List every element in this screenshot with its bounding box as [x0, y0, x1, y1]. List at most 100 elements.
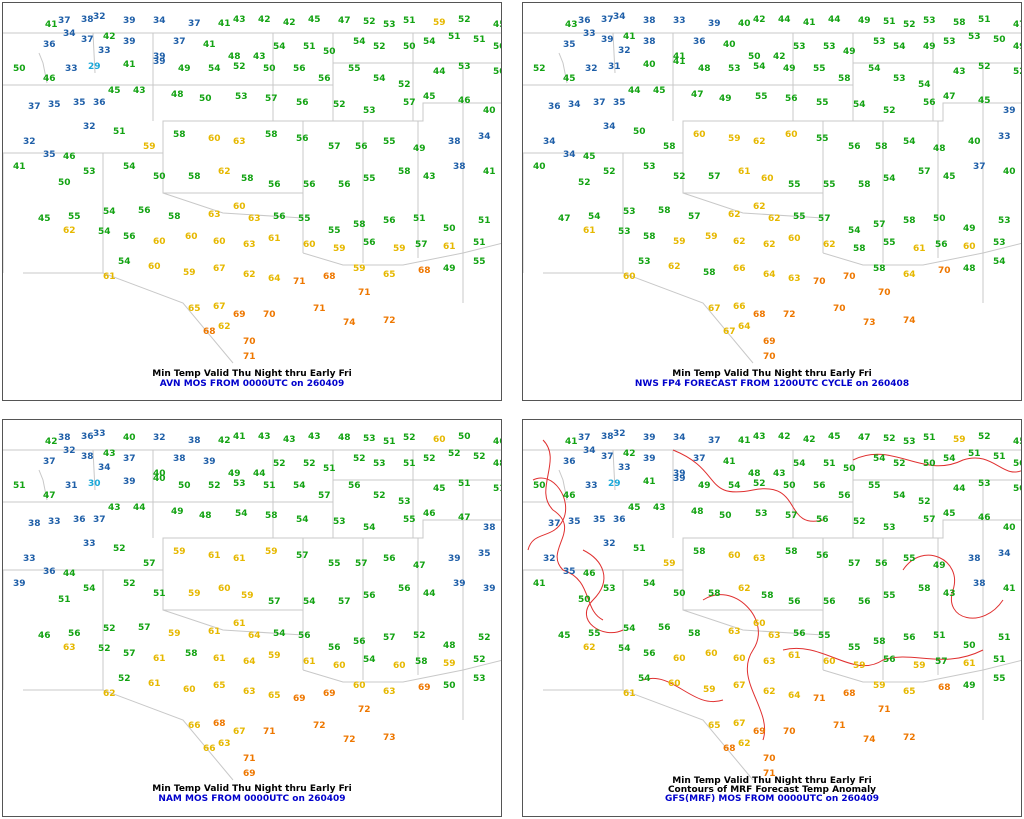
station-temp-label: 65	[903, 687, 916, 697]
station-temp-label: 48	[199, 511, 212, 521]
station-temp-label: 34	[98, 463, 111, 473]
station-temp-label: 56	[643, 649, 656, 659]
station-temp-label: 63	[243, 687, 256, 697]
station-temp-label: 54	[363, 655, 376, 665]
station-temp-label: 32	[613, 429, 626, 439]
station-temp-label: 51	[458, 479, 471, 489]
state-border	[682, 153, 823, 194]
caption-title: Min Temp Valid Thu Night thru Early Fri	[672, 369, 872, 379]
station-temp-label: 69	[753, 727, 766, 737]
station-temp-label: 44	[253, 469, 266, 479]
station-temp-label: 50	[493, 67, 502, 77]
station-temp-label: 40	[533, 162, 546, 172]
station-temp-label: 33	[83, 539, 96, 549]
station-temp-label: 44	[828, 15, 841, 25]
station-temp-label: 58	[875, 142, 888, 152]
station-temp-label: 61	[208, 551, 221, 561]
station-temp-label: 59	[143, 142, 156, 152]
station-temp-label: 64	[738, 322, 751, 332]
station-temp-label: 45	[563, 74, 576, 84]
station-temp-label: 53	[923, 16, 936, 26]
station-temp-label: 58	[353, 220, 366, 230]
station-temp-label: 33	[618, 463, 631, 473]
station-temp-label: 49	[923, 42, 936, 52]
station-temp-label: 32	[603, 539, 616, 549]
station-temp-label: 63	[753, 554, 766, 564]
station-temp-label: 35	[563, 567, 576, 577]
station-temp-label: 61	[233, 619, 246, 629]
station-temp-label: 60	[753, 619, 766, 629]
station-temp-label: 56	[355, 142, 368, 152]
station-temp-label: 54	[853, 100, 866, 110]
station-temp-label: 37	[593, 98, 606, 108]
station-temp-label: 32	[153, 433, 166, 443]
station-temp-label: 50	[993, 35, 1006, 45]
station-temp-label: 63	[383, 687, 396, 697]
station-temp-label: 47	[943, 92, 956, 102]
state-border	[523, 519, 1021, 571]
station-temp-label: 36	[578, 16, 591, 26]
station-temp-label: 65	[383, 270, 396, 280]
station-temp-label: 37	[93, 515, 106, 525]
station-temp-label: 62	[753, 202, 766, 212]
station-temp-label: 38	[643, 37, 656, 47]
station-temp-label: 61	[443, 242, 456, 252]
station-temp-label: 47	[413, 561, 426, 571]
station-temp-label: 41	[803, 18, 816, 28]
station-temp-label: 57	[338, 597, 351, 607]
station-temp-label: 62	[738, 584, 751, 594]
state-border	[558, 52, 568, 84]
station-temp-label: 55	[298, 214, 311, 224]
station-temp-label: 40	[483, 106, 496, 116]
station-temp-label: 56	[793, 629, 806, 639]
station-temp-label: 52	[458, 15, 471, 25]
station-temp-label: 41	[218, 19, 231, 29]
station-temp-label: 72	[783, 310, 796, 320]
station-temp-label: 64	[248, 631, 261, 641]
station-temp-label: 61	[583, 226, 596, 236]
station-temp-label: 39	[601, 35, 614, 45]
station-temp-label: 63	[248, 214, 261, 224]
station-temp-label: 49	[1013, 42, 1022, 52]
map-canvas: 4336373438333940424441444951525358514735…	[523, 12, 1022, 364]
station-temp-label: 43	[953, 67, 966, 77]
station-temp-label: 54	[118, 257, 131, 267]
station-temp-label: 54	[903, 137, 916, 147]
station-temp-label: 56	[813, 481, 826, 491]
station-temp-label: 55	[328, 559, 341, 569]
station-temp-label: 53	[333, 517, 346, 527]
station-temp-label: 58	[663, 142, 676, 152]
station-temp-label: 33	[583, 29, 596, 39]
station-temp-label: 64	[903, 270, 916, 280]
station-temp-label: 54	[103, 207, 116, 217]
station-temp-label: 55	[848, 643, 861, 653]
station-temp-label: 49	[719, 94, 732, 104]
station-temp-label: 54	[848, 226, 861, 236]
station-temp-label: 62	[103, 689, 116, 699]
map-canvas: 4137383239343741434242454752535159524536…	[3, 12, 502, 364]
station-temp-label: 50	[933, 214, 946, 224]
station-temp-label: 50	[403, 42, 416, 52]
station-temp-label: 35	[43, 150, 56, 160]
station-temp-label: 61	[213, 654, 226, 664]
station-temp-label: 68	[723, 744, 736, 754]
station-temp-label: 74	[863, 735, 876, 745]
station-temp-label: 53	[943, 37, 956, 47]
station-temp-label: 42	[283, 18, 296, 28]
station-temp-label: 62	[733, 237, 746, 247]
station-temp-label: 52	[978, 62, 991, 72]
station-temp-label: 51	[993, 655, 1006, 665]
station-temp-label: 70	[763, 352, 776, 362]
state-border	[162, 153, 303, 194]
station-temp-label: 72	[313, 721, 326, 731]
station-temp-label: 41	[123, 60, 136, 70]
station-temp-label: 33	[998, 132, 1011, 142]
station-temp-label: 67	[733, 719, 746, 729]
station-temp-label: 49	[443, 264, 456, 274]
station-temp-label: 59	[173, 547, 186, 557]
station-temp-label: 61	[233, 554, 246, 564]
station-temp-label: 58	[185, 649, 198, 659]
caption-source: AVN MOS FROM 0000UTC on 260409	[159, 379, 345, 389]
station-temp-label: 41	[723, 457, 736, 467]
station-temp-label: 50	[533, 481, 546, 491]
